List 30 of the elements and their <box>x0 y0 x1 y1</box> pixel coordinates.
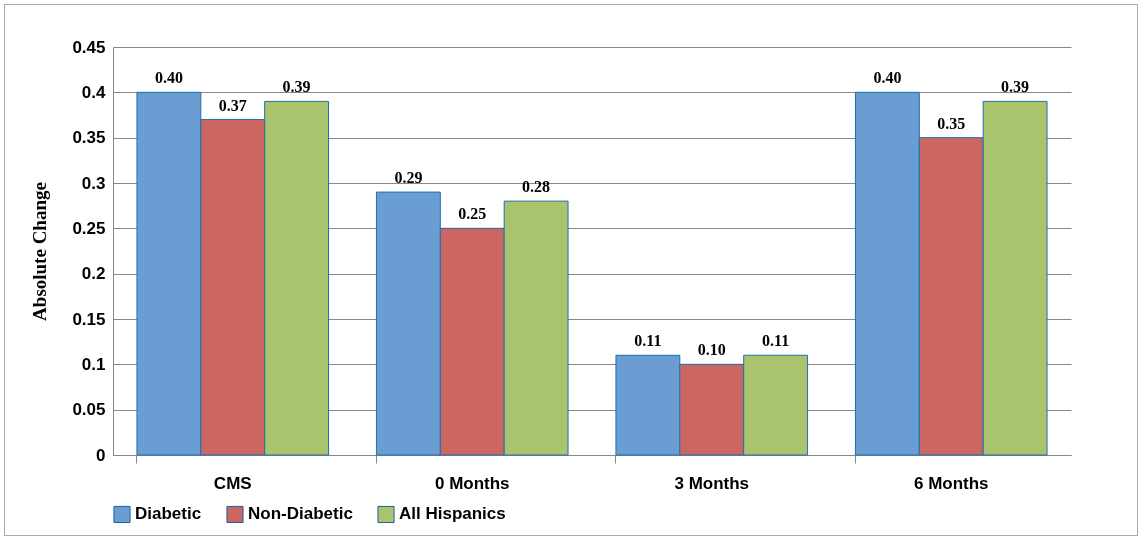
x-tick-label: CMS <box>213 473 252 493</box>
y-tick-label: 0.25 <box>72 218 106 238</box>
data-label: 0.28 <box>522 178 551 196</box>
data-label: 0.39 <box>282 78 311 96</box>
legend-label: Diabetic <box>135 504 202 524</box>
y-tick-label: 0.2 <box>81 264 106 284</box>
x-tick-label: 6 Months <box>913 473 989 493</box>
data-label: 0.25 <box>458 205 487 223</box>
y-tick-label: 0.1 <box>81 354 106 374</box>
y-tick-label: 0.3 <box>81 173 106 193</box>
data-label: 0.11 <box>634 332 662 350</box>
y-axis-title: Absolute Change <box>29 182 51 321</box>
y-tick-label: 0 <box>96 445 106 465</box>
data-label: 0.39 <box>1001 78 1030 96</box>
legend-label: All Hispanics <box>399 504 506 524</box>
y-tick-label: 0.4 <box>81 82 107 102</box>
data-label: 0.10 <box>697 341 726 359</box>
data-label: 0.29 <box>394 169 423 187</box>
y-tick-label: 0.05 <box>72 400 106 420</box>
legend-label: Non-Diabetic <box>248 504 353 524</box>
data-label: 0.37 <box>218 96 247 114</box>
data-label: 0.40 <box>154 69 183 87</box>
data-label: 0.40 <box>873 69 902 87</box>
y-tick-label: 0.35 <box>72 128 106 148</box>
x-tick-label: 0 Months <box>434 473 510 493</box>
x-tick-label: 3 Months <box>674 473 750 493</box>
data-label: 0.11 <box>762 332 790 350</box>
y-tick-label: 0.45 <box>72 37 106 57</box>
data-label: 0.35 <box>937 114 966 132</box>
y-tick-label: 0.15 <box>72 309 106 329</box>
